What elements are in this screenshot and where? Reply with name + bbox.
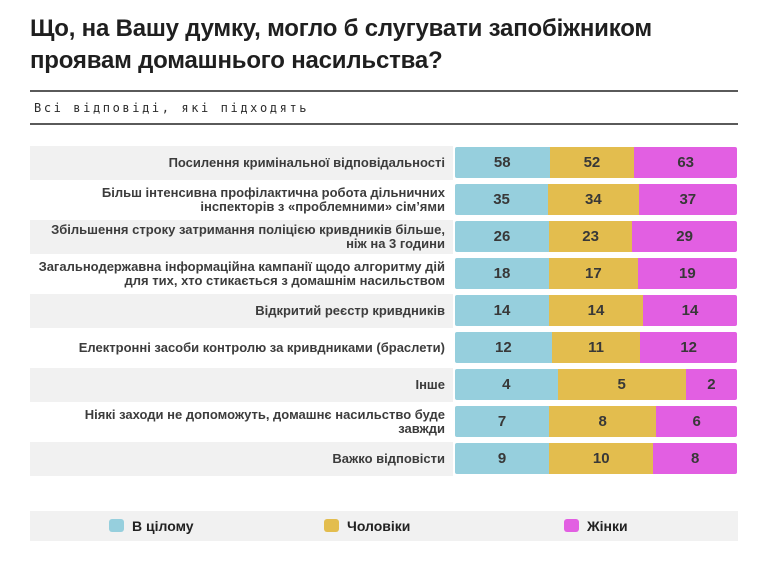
chart-row: Ніякі заходи не допоможуть, домашнє наси…: [30, 404, 738, 439]
legend-label-women: Жінки: [587, 517, 628, 534]
bar-segment-women: 14: [643, 295, 737, 327]
chart-row: Інше 4 5 2: [30, 367, 738, 402]
bar-segment-women: 63: [634, 147, 737, 179]
row-bar: 58 52 63: [453, 146, 737, 180]
row-label: Важко відповісти: [30, 441, 453, 476]
bar-segment-men: 23: [549, 221, 633, 253]
stacked-bar: 35 34 37: [455, 184, 737, 216]
chart-subtitle: Всі відповіді, які підходять: [34, 100, 310, 115]
bar-segment-overall: 4: [455, 369, 558, 401]
legend-swatch-women-icon: [564, 519, 579, 533]
row-bar: 35 34 37: [453, 183, 737, 217]
bar-segment-men: 11: [551, 332, 641, 364]
legend-item-women: Жінки: [564, 511, 628, 541]
row-bar: 14 14 14: [453, 294, 737, 328]
row-label: Інше: [30, 367, 453, 402]
chart-row: Електронні засоби контролю за кривдникам…: [30, 330, 738, 365]
row-label: Відкритий реєстр кривдників: [30, 293, 453, 328]
stacked-bar: 26 23 29: [455, 221, 737, 253]
legend-swatch-men-icon: [324, 519, 339, 533]
divider-bottom: [30, 122, 738, 125]
bar-segment-men: 52: [549, 147, 635, 179]
row-bar: 9 10 8: [453, 442, 737, 476]
bar-segment-overall: 58: [455, 147, 550, 179]
stacked-bar: 58 52 63: [455, 147, 737, 179]
bar-segment-women: 6: [656, 406, 737, 438]
bar-segment-women: 37: [638, 184, 737, 216]
bar-segment-overall: 26: [455, 221, 549, 253]
bar-segment-men: 5: [557, 369, 686, 401]
bar-segment-overall: 12: [455, 332, 552, 364]
stacked-bar: 9 10 8: [455, 443, 737, 475]
legend-item-overall: В цілому: [109, 511, 194, 541]
bar-segment-overall: 35: [455, 184, 549, 216]
bar-segment-women: 12: [640, 332, 737, 364]
bar-segment-men: 14: [549, 295, 643, 327]
legend-swatch-overall-icon: [109, 519, 124, 533]
chart-rows: Посилення кримінальної відповідальності 5…: [30, 145, 738, 476]
bar-segment-women: 8: [653, 443, 737, 475]
bar-segment-overall: 7: [455, 406, 549, 438]
row-label: Посилення кримінальної відповідальності: [30, 145, 453, 180]
bar-segment-men: 8: [549, 406, 657, 438]
legend-item-men: Чоловіки: [324, 511, 410, 541]
bar-segment-overall: 9: [455, 443, 549, 475]
chart-title: Що, на Вашу думку, могло б слугувати зап…: [30, 15, 652, 74]
stacked-bar: 14 14 14: [455, 295, 737, 327]
chart-row: Важко відповісти 9 10 8: [30, 441, 738, 476]
row-bar: 18 17 19: [453, 257, 737, 291]
legend-label-men: Чоловіки: [347, 517, 411, 534]
row-label: Електронні засоби контролю за кривдникам…: [30, 330, 453, 365]
bar-segment-women: 29: [632, 221, 737, 253]
row-bar: 12 11 12: [453, 331, 737, 365]
chart-row: Загальнодержавна інформаційна кампанії щ…: [30, 256, 738, 291]
bar-segment-women: 2: [685, 369, 737, 401]
row-label: Збільшення строку затримання поліцією кр…: [30, 219, 453, 254]
bar-segment-overall: 14: [455, 295, 549, 327]
legend-label-overall: В цілому: [132, 517, 194, 534]
bar-segment-men: 17: [549, 258, 638, 290]
chart-row: Відкритий реєстр кривдників 14 14 14: [30, 293, 738, 328]
bar-segment-men: 34: [548, 184, 639, 216]
stacked-bar: 12 11 12: [455, 332, 737, 364]
row-label: Ніякі заходи не допоможуть, домашнє наси…: [30, 404, 453, 439]
bar-segment-men: 10: [549, 443, 654, 475]
row-label: Більш інтенсивна профілактична робота ді…: [30, 182, 453, 217]
row-label: Загальнодержавна інформаційна кампанії щ…: [30, 256, 453, 291]
stacked-bar: 18 17 19: [455, 258, 737, 290]
chart-row: Збільшення строку затримання поліцією кр…: [30, 219, 738, 254]
row-bar: 26 23 29: [453, 220, 737, 254]
legend: В цілому Чоловіки Жінки: [30, 510, 738, 541]
bar-segment-overall: 18: [455, 258, 549, 290]
chart-row: Більш інтенсивна профілактична робота ді…: [30, 182, 738, 217]
chart-row: Посилення кримінальної відповідальності 5…: [30, 145, 738, 180]
divider-top: [30, 89, 738, 92]
bar-segment-women: 19: [637, 258, 737, 290]
